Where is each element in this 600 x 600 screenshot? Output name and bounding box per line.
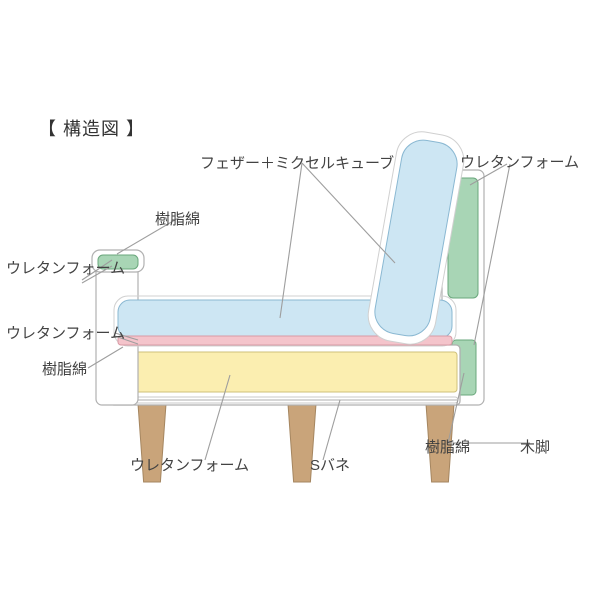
diagram-shapes <box>0 0 600 600</box>
label-sbane: Sバネ <box>310 458 350 475</box>
leader-lines <box>0 0 600 600</box>
label-ure_arm: ウレタンフォーム <box>6 261 125 278</box>
label-wood_leg: 木脚 <box>520 440 550 457</box>
label-jushi_cushion: 樹脂綿 <box>42 362 87 379</box>
label-jushi_arm: 樹脂綿 <box>155 212 200 229</box>
diagram-title: 【 構造図 】 <box>38 120 145 140</box>
label-feather: フェザー＋ミクセルキューブ <box>200 156 394 173</box>
label-ure_back_top: ウレタンフォーム <box>460 155 579 172</box>
label-ure_yellow: ウレタンフォーム <box>130 458 249 475</box>
label-jushi_back_bottom: 樹脂綿 <box>425 440 470 457</box>
label-ure_pink: ウレタンフォーム <box>6 326 125 343</box>
diagram-root: { "title": "【 構造図 】", "labels": { "feath… <box>0 0 600 600</box>
